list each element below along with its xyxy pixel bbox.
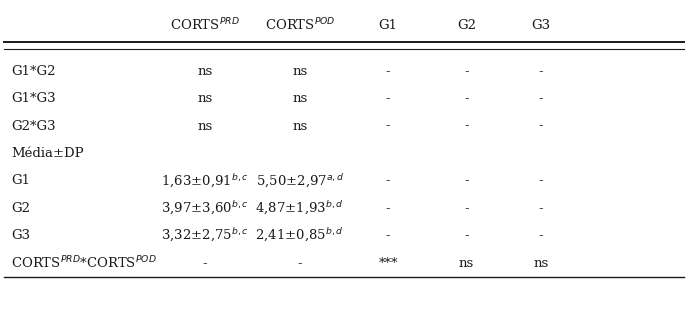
- Text: -: -: [464, 92, 469, 105]
- Text: -: -: [386, 174, 391, 187]
- Text: -: -: [386, 65, 391, 78]
- Text: G1: G1: [11, 174, 30, 187]
- Text: 4,87±1,93$^{b,d}$: 4,87±1,93$^{b,d}$: [255, 200, 344, 217]
- Text: -: -: [297, 257, 302, 269]
- Text: -: -: [386, 120, 391, 132]
- Text: ns: ns: [292, 65, 308, 78]
- Text: -: -: [539, 120, 544, 132]
- Text: ns: ns: [292, 92, 308, 105]
- Text: 1,63±0,91$^{b,c}$: 1,63±0,91$^{b,c}$: [161, 172, 248, 190]
- Text: G1*G2: G1*G2: [11, 65, 56, 78]
- Text: G3: G3: [11, 229, 30, 242]
- Text: -: -: [464, 174, 469, 187]
- Text: -: -: [464, 202, 469, 215]
- Text: ns: ns: [533, 257, 549, 269]
- Text: G2: G2: [11, 202, 30, 215]
- Text: ns: ns: [197, 92, 213, 105]
- Text: 2,41±0,85$^{b,d}$: 2,41±0,85$^{b,d}$: [255, 227, 344, 244]
- Text: ***: ***: [378, 257, 398, 269]
- Text: -: -: [386, 229, 391, 242]
- Text: -: -: [386, 202, 391, 215]
- Text: CORTS$^{POD}$: CORTS$^{POD}$: [264, 17, 335, 34]
- Text: ns: ns: [197, 120, 213, 132]
- Text: -: -: [539, 65, 544, 78]
- Text: G2*G3: G2*G3: [11, 120, 56, 132]
- Text: CORTS$^{PRD}$: CORTS$^{PRD}$: [170, 17, 239, 34]
- Text: -: -: [539, 174, 544, 187]
- Text: ns: ns: [292, 120, 308, 132]
- Text: 3,32±2,75$^{b,c}$: 3,32±2,75$^{b,c}$: [161, 227, 248, 244]
- Text: -: -: [464, 229, 469, 242]
- Text: -: -: [539, 229, 544, 242]
- Text: 5,50±2,97$^{a,d}$: 5,50±2,97$^{a,d}$: [255, 172, 344, 190]
- Text: -: -: [464, 65, 469, 78]
- Text: ns: ns: [197, 65, 213, 78]
- Text: G1: G1: [378, 19, 398, 32]
- Text: Média±DP: Média±DP: [11, 147, 83, 160]
- Text: G1*G3: G1*G3: [11, 92, 56, 105]
- Text: -: -: [539, 92, 544, 105]
- Text: G2: G2: [457, 19, 476, 32]
- Text: -: -: [464, 120, 469, 132]
- Text: CORTS$^{PRD}$*CORTS$^{POD}$: CORTS$^{PRD}$*CORTS$^{POD}$: [11, 255, 157, 271]
- Text: -: -: [539, 202, 544, 215]
- Text: -: -: [386, 92, 391, 105]
- Text: ns: ns: [459, 257, 474, 269]
- Text: -: -: [202, 257, 207, 269]
- Text: 3,97±3,60$^{b,c}$: 3,97±3,60$^{b,c}$: [161, 200, 248, 217]
- Text: G3: G3: [532, 19, 550, 32]
